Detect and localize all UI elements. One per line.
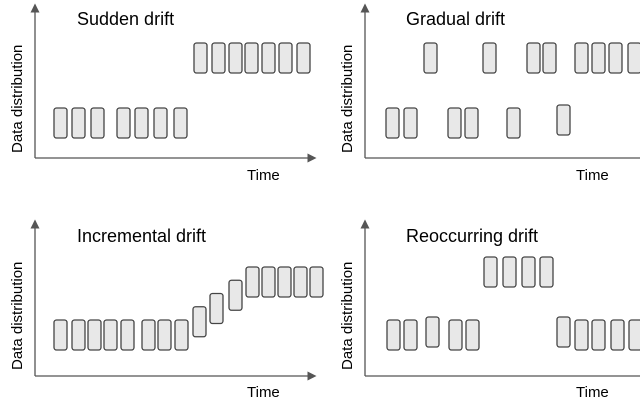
data-box bbox=[296, 42, 311, 74]
y-axis-label: Data distribution bbox=[339, 262, 356, 370]
data-box bbox=[574, 319, 589, 351]
data-box bbox=[53, 319, 68, 351]
x-axis-label: Time bbox=[576, 167, 609, 184]
data-box bbox=[116, 107, 131, 139]
data-box bbox=[464, 107, 479, 139]
data-box bbox=[53, 107, 68, 139]
data-box bbox=[403, 107, 418, 139]
data-box bbox=[174, 319, 189, 351]
panel-reoccurring-drift: Reoccurring drift Data distribution Time bbox=[339, 219, 640, 401]
data-box bbox=[483, 256, 498, 288]
panel-gradual-drift: Gradual drift Data distribution Time bbox=[339, 3, 640, 184]
x-axis-label: Time bbox=[576, 384, 609, 401]
data-box bbox=[293, 266, 308, 298]
data-box bbox=[628, 319, 640, 351]
data-box bbox=[228, 42, 243, 74]
panel-title: Reoccurring drift bbox=[406, 226, 538, 246]
y-axis-label: Data distribution bbox=[9, 262, 26, 370]
data-box bbox=[157, 319, 172, 351]
data-box bbox=[482, 42, 497, 74]
data-boxes bbox=[386, 256, 640, 351]
y-axis-label: Data distribution bbox=[339, 45, 356, 153]
panel-title: Gradual drift bbox=[406, 9, 505, 29]
data-box bbox=[245, 266, 260, 298]
data-box bbox=[87, 319, 102, 351]
data-box bbox=[465, 319, 480, 351]
x-axis-label: Time bbox=[247, 167, 280, 184]
data-box bbox=[261, 266, 276, 298]
data-box bbox=[192, 306, 207, 338]
data-box bbox=[542, 42, 557, 74]
data-box bbox=[574, 42, 589, 74]
data-boxes bbox=[53, 266, 324, 351]
data-box bbox=[627, 42, 640, 74]
data-box bbox=[211, 42, 226, 74]
data-box bbox=[193, 42, 208, 74]
data-box bbox=[385, 107, 400, 139]
data-box bbox=[71, 107, 86, 139]
data-box bbox=[90, 107, 105, 139]
data-box bbox=[386, 319, 401, 351]
data-box bbox=[608, 42, 623, 74]
data-box bbox=[447, 107, 462, 139]
panel-sudden-drift: Sudden drift Data distribution Time bbox=[9, 3, 317, 184]
data-boxes bbox=[53, 42, 311, 139]
data-box bbox=[506, 107, 521, 139]
data-box bbox=[228, 279, 243, 311]
data-box bbox=[521, 256, 536, 288]
data-box bbox=[209, 292, 224, 325]
data-box bbox=[153, 107, 168, 139]
data-box bbox=[244, 42, 259, 74]
data-box bbox=[103, 319, 118, 351]
y-axis-label: Data distribution bbox=[9, 45, 26, 153]
data-box bbox=[539, 256, 554, 288]
data-box bbox=[448, 319, 463, 351]
data-box bbox=[423, 42, 438, 74]
data-box bbox=[591, 42, 606, 74]
data-box bbox=[591, 319, 606, 351]
x-axis-label: Time bbox=[247, 384, 280, 401]
data-box bbox=[556, 316, 571, 348]
data-box bbox=[173, 107, 188, 139]
data-box bbox=[134, 107, 149, 139]
data-box bbox=[526, 42, 541, 74]
data-box bbox=[425, 316, 440, 348]
data-box bbox=[278, 42, 293, 74]
data-box bbox=[556, 104, 571, 136]
data-box bbox=[502, 256, 517, 288]
data-box bbox=[309, 266, 324, 298]
panel-title: Incremental drift bbox=[77, 226, 206, 246]
data-box bbox=[277, 266, 292, 298]
panel-title: Sudden drift bbox=[77, 9, 174, 29]
panel-incremental-drift: Incremental drift Data distribution Time bbox=[9, 219, 324, 401]
data-box bbox=[403, 319, 418, 351]
data-box bbox=[120, 319, 135, 351]
data-box bbox=[71, 319, 86, 351]
data-box bbox=[610, 319, 625, 351]
data-boxes bbox=[385, 42, 640, 139]
data-box bbox=[141, 319, 156, 351]
data-box bbox=[261, 42, 276, 74]
